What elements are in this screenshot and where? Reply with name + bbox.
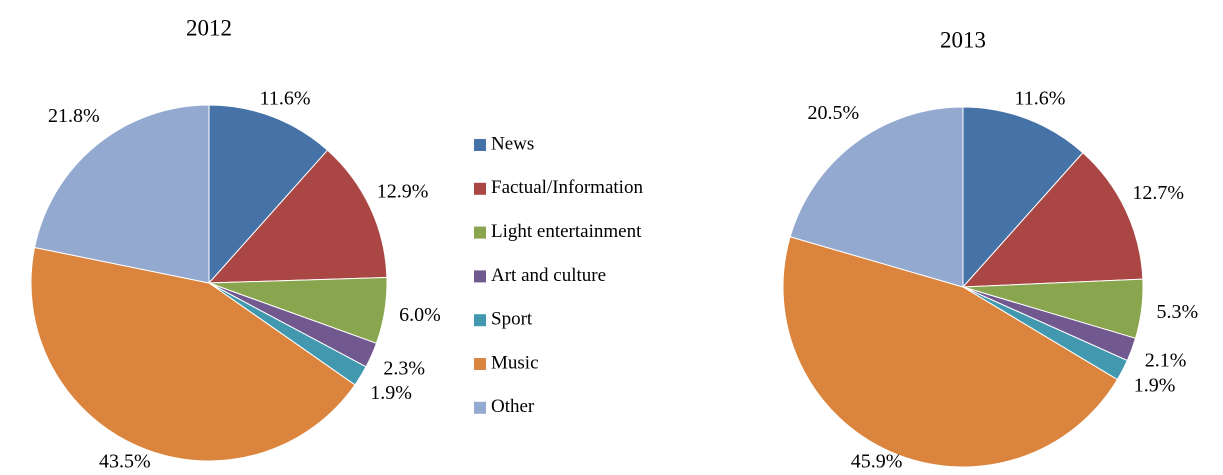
legend-label: Sport bbox=[491, 309, 533, 330]
data-label: 45.9% bbox=[851, 451, 903, 473]
legend-swatch bbox=[474, 139, 486, 151]
pie-slice bbox=[962, 106, 1084, 289]
data-label: 1.9% bbox=[370, 382, 412, 404]
data-label: 5.3% bbox=[1157, 301, 1199, 323]
pie-slice bbox=[789, 106, 964, 288]
pie-slice bbox=[208, 104, 329, 285]
data-label: 43.5% bbox=[99, 451, 151, 473]
legend-label: Art and culture bbox=[491, 265, 606, 286]
legend-label: News bbox=[491, 133, 534, 154]
data-label: 2.1% bbox=[1145, 350, 1187, 372]
legend-label: Factual/Information bbox=[491, 177, 643, 198]
legend-label: Music bbox=[491, 352, 539, 373]
legend-label: Other bbox=[491, 396, 535, 417]
data-label: 11.6% bbox=[260, 88, 311, 110]
legend-swatch bbox=[474, 314, 486, 327]
data-label: 2.3% bbox=[383, 357, 425, 379]
data-label: 12.9% bbox=[377, 180, 429, 202]
pie-slice bbox=[961, 152, 1144, 288]
pie-slice bbox=[33, 104, 210, 284]
legend-swatch bbox=[474, 358, 486, 370]
chart-title: 2013 bbox=[940, 27, 986, 52]
pie-slice bbox=[207, 149, 388, 284]
legend-label: Light entertainment bbox=[491, 221, 642, 242]
data-label: 11.6% bbox=[1015, 88, 1066, 110]
legend-swatch bbox=[474, 182, 486, 195]
legend-swatch bbox=[474, 401, 486, 414]
data-label: 12.7% bbox=[1132, 182, 1184, 204]
pie-slice bbox=[782, 236, 1119, 468]
data-label: 1.9% bbox=[1134, 374, 1176, 396]
legend-swatch bbox=[474, 270, 486, 283]
data-label: 20.5% bbox=[807, 102, 859, 124]
pie-slice bbox=[30, 246, 356, 462]
chart-title: 2012 bbox=[186, 15, 232, 40]
data-label: 21.8% bbox=[48, 105, 100, 127]
data-label: 6.0% bbox=[399, 304, 441, 326]
legend-swatch bbox=[474, 226, 486, 239]
